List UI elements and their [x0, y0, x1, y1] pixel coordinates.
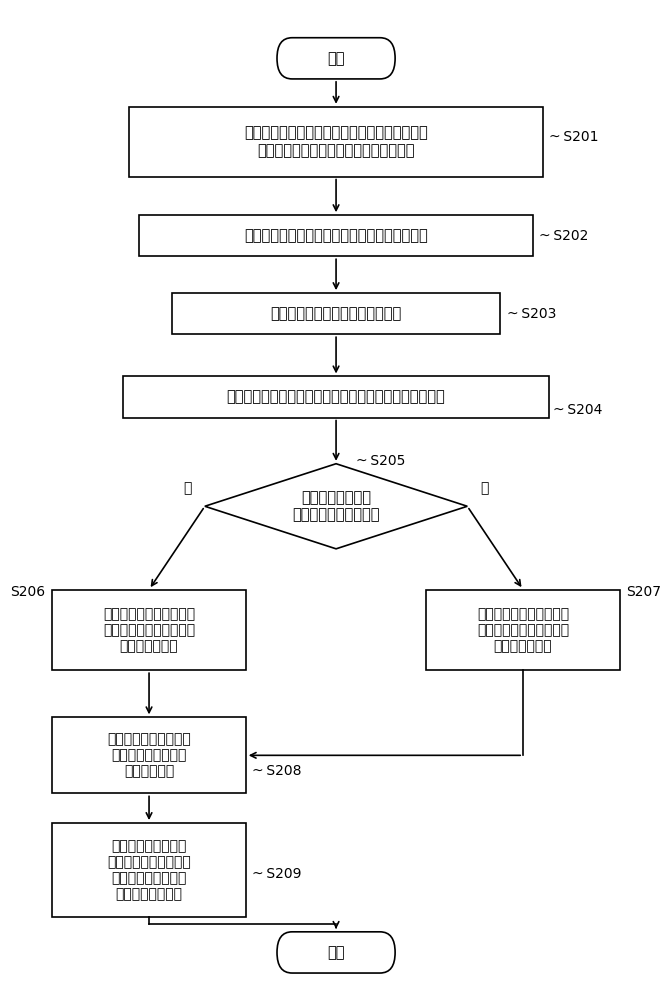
FancyBboxPatch shape	[123, 376, 549, 418]
Text: 开始: 开始	[327, 51, 345, 66]
FancyBboxPatch shape	[129, 107, 543, 177]
FancyBboxPatch shape	[52, 823, 246, 917]
Text: 产生对应的各数据组之所有数据之平均计算数值: 产生对应的各数据组之所有数据之平均计算数值	[244, 228, 428, 243]
Text: 缓存各平均计算数值以及记录数值: 缓存各平均计算数值以及记录数值	[270, 306, 402, 321]
Text: 否: 否	[183, 482, 192, 496]
Text: 结束: 结束	[327, 945, 345, 960]
Text: ~ S202: ~ S202	[540, 229, 589, 243]
FancyBboxPatch shape	[426, 590, 620, 670]
Text: ~ S209: ~ S209	[253, 867, 302, 881]
FancyBboxPatch shape	[52, 590, 246, 670]
Text: 选取所述数据组中的
一个数据组，将被选取
的数据组的平均计算
数值更新记录数值: 选取所述数据组中的 一个数据组，将被选取 的数据组的平均计算 数值更新记录数值	[107, 839, 191, 901]
FancyBboxPatch shape	[277, 38, 395, 79]
Text: ~ S201: ~ S201	[549, 130, 599, 144]
Text: S206: S206	[11, 585, 46, 599]
Text: 重新对被选择的数据组
执行平均计算并产生
平均计算数值: 重新对被选择的数据组 执行平均计算并产生 平均计算数值	[107, 732, 191, 779]
Text: 将新输入数据加入至所述
数据组中其平均计算数值
为最小的数据组: 将新输入数据加入至所述 数据组中其平均计算数值 为最小的数据组	[103, 607, 195, 653]
Text: ~ S203: ~ S203	[507, 307, 556, 321]
FancyBboxPatch shape	[172, 293, 500, 334]
FancyBboxPatch shape	[277, 932, 395, 973]
Text: ~ S205: ~ S205	[355, 454, 405, 468]
Text: 判断新输入数据之
数值是否大于记录数值: 判断新输入数据之 数值是否大于记录数值	[292, 490, 380, 522]
Text: 将时间序列数据的新输入数据之数值与记录数值进行比较: 将时间序列数据的新输入数据之数值与记录数值进行比较	[226, 389, 446, 404]
Text: ~ S208: ~ S208	[253, 764, 302, 778]
FancyBboxPatch shape	[52, 717, 246, 793]
FancyBboxPatch shape	[139, 215, 533, 256]
Text: 将新输入数据加入至所述
数据组中其平均计算数值
为最大的数据组: 将新输入数据加入至所述 数据组中其平均计算数值 为最大的数据组	[477, 607, 569, 653]
Text: S207: S207	[626, 585, 661, 599]
Text: ~ S204: ~ S204	[552, 403, 602, 417]
Text: 将时间序列数据的多笔数据分配于多个数据组，
以对各数据组中的多笔数据执行平均计算: 将时间序列数据的多笔数据分配于多个数据组， 以对各数据组中的多笔数据执行平均计算	[244, 125, 428, 158]
Text: 是: 是	[480, 482, 489, 496]
Polygon shape	[205, 464, 467, 549]
